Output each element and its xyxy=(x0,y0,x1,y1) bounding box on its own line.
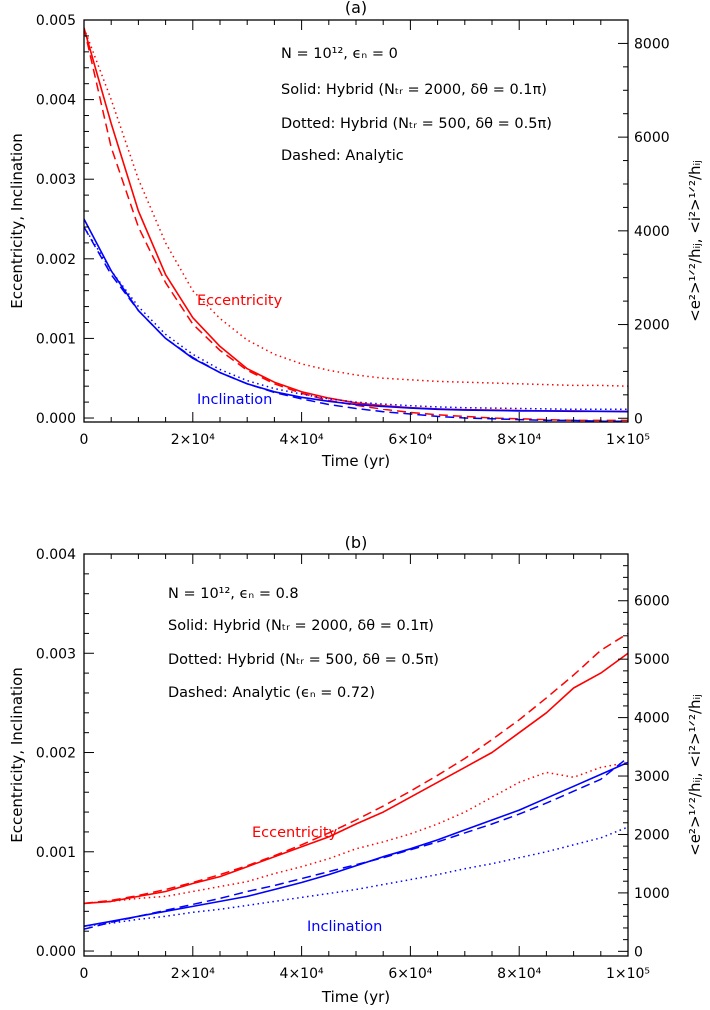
series-group xyxy=(84,27,628,422)
x-tick-label: 2×10⁴ xyxy=(171,966,215,982)
y-axis-label: Eccentricity, Inclination xyxy=(8,667,26,843)
y-tick-label: 0.000 xyxy=(36,944,76,960)
plot-frame xyxy=(83,553,629,957)
panel-title: (b) xyxy=(345,533,368,552)
x-tick-label: 0 xyxy=(80,966,89,982)
x-tick-label: 1×10⁵ xyxy=(606,432,650,448)
y2-tick-label: 1000 xyxy=(634,886,670,902)
annotation-line: N = 10¹², ϵₙ = 0.8 xyxy=(168,586,299,602)
series-line-3 xyxy=(84,218,628,413)
eccentricity-label: Eccentricity xyxy=(252,825,338,841)
y2-tick-label: 2000 xyxy=(634,827,670,843)
annotation-line: N = 10¹², ϵₙ = 0 xyxy=(281,46,398,62)
y-tick-label: 0.003 xyxy=(36,172,76,188)
series-line-3 xyxy=(84,761,628,927)
y-tick-label: 0.005 xyxy=(36,13,76,29)
plot-frame xyxy=(83,19,629,423)
x-tick-label: 0 xyxy=(80,432,89,448)
x-tick-label: 8×10⁴ xyxy=(497,966,541,982)
y-tick-label: 0.001 xyxy=(36,331,76,347)
panel-a: (a) 0 2×10⁴ 4×10⁴ 6×10⁴ 8×10⁴ 1×10⁵ 0.000 0.001 0… xyxy=(8,0,704,470)
series-line-5 xyxy=(84,226,628,411)
y-tick-label: 0.000 xyxy=(36,411,76,427)
series-line-2 xyxy=(84,27,628,387)
y-tick-label: 0.002 xyxy=(36,252,76,268)
annotation-line: Solid: Hybrid (Nₜᵣ = 2000, δθ = 0.1π) xyxy=(168,618,434,634)
series-line-4 xyxy=(84,756,628,930)
x-tick-label: 4×10⁴ xyxy=(280,966,324,982)
series-line-1 xyxy=(84,632,628,905)
x-tick-label: 8×10⁴ xyxy=(497,432,541,448)
y-axis-label: Eccentricity, Inclination xyxy=(8,133,26,309)
y-tick-label: 0.004 xyxy=(36,93,76,109)
annotation-line: Dashed: Analytic (ϵₙ = 0.72) xyxy=(168,685,375,701)
x-axis-label: Time (yr) xyxy=(321,988,390,1006)
y2-axis-label: <e²>¹ᐟ²/hᵢⱼ, <i²>¹ᐟ²/hᵢⱼ xyxy=(686,160,704,322)
y2-tick-label: 6000 xyxy=(634,130,670,146)
y-tick-label: 0.003 xyxy=(36,646,76,662)
annotation-line: Dotted: Hybrid (Nₜᵣ = 500, δθ = 0.5π) xyxy=(168,652,439,668)
y2-tick-label: 4000 xyxy=(634,224,670,240)
x-tick-label: 4×10⁴ xyxy=(280,432,324,448)
x-tick-label: 1×10⁵ xyxy=(606,966,650,982)
x-tick-label: 6×10⁴ xyxy=(388,966,432,982)
annotation-line: Solid: Hybrid (Nₜᵣ = 2000, δθ = 0.1π) xyxy=(281,82,547,98)
y2-tick-label: 0 xyxy=(634,944,643,960)
inclination-label: Inclination xyxy=(197,392,272,408)
series-line-4 xyxy=(84,226,628,422)
y2-tick-label: 3000 xyxy=(634,769,670,785)
x-tick-label: 2×10⁴ xyxy=(171,432,215,448)
series-line-0 xyxy=(84,652,628,905)
series-line-5 xyxy=(84,826,628,927)
y2-tick-label: 2000 xyxy=(634,318,670,334)
y2-tick-label: 8000 xyxy=(634,36,670,52)
annotation-line: Dotted: Hybrid (Nₜᵣ = 500, δθ = 0.5π) xyxy=(281,116,552,132)
eccentricity-label: Eccentricity xyxy=(197,293,283,309)
y-tick-label: 0.004 xyxy=(36,547,76,563)
x-tick-label: 6×10⁴ xyxy=(388,432,432,448)
y2-tick-label: 4000 xyxy=(634,711,670,727)
y2-tick-label: 6000 xyxy=(634,594,670,610)
series-line-2 xyxy=(84,761,628,905)
y-tick-label: 0.001 xyxy=(36,845,76,861)
panel-b: (b) 0 2×10⁴ 4×10⁴ 6×10⁴ 8×10⁴ 1×10⁵ 0.000 0.001 0… xyxy=(8,533,704,1006)
inclination-label: Inclination xyxy=(307,919,382,935)
series-group xyxy=(84,632,628,930)
y2-axis-label: <e²>¹ᐟ²/hᵢⱼ, <i²>¹ᐟ²/hᵢⱼ xyxy=(686,694,704,856)
x-axis-label: Time (yr) xyxy=(321,452,390,470)
y2-tick-label: 0 xyxy=(634,411,643,427)
y-tick-label: 0.002 xyxy=(36,746,76,762)
y2-tick-label: 5000 xyxy=(634,652,670,668)
annotation-line: Dashed: Analytic xyxy=(281,148,404,164)
panel-title: (a) xyxy=(345,0,367,17)
